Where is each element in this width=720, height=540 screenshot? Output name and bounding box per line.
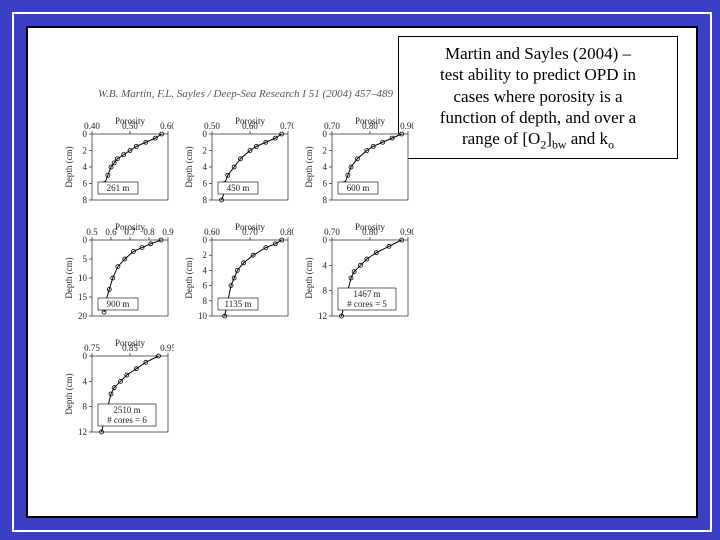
svg-text:900 m: 900 m [107, 299, 130, 309]
svg-text:0.80: 0.80 [280, 227, 294, 237]
porosity-panel-1: PorosityDepth (cm)0.400.500.6002468261 m [64, 114, 174, 214]
porosity-panel-4: PorosityDepth (cm)0.50.60.70.80.90510152… [64, 220, 174, 330]
svg-text:0.7: 0.7 [124, 227, 136, 237]
svg-text:0.70: 0.70 [242, 227, 258, 237]
svg-text:8: 8 [203, 296, 208, 306]
svg-text:5: 5 [83, 254, 88, 264]
svg-text:0.90: 0.90 [400, 121, 414, 131]
svg-text:8: 8 [323, 286, 328, 296]
svg-text:0: 0 [83, 129, 88, 139]
svg-text:0: 0 [203, 235, 208, 245]
svg-text:# cores = 5: # cores = 5 [347, 299, 387, 309]
svg-text:8: 8 [83, 402, 88, 412]
svg-text:Depth (cm): Depth (cm) [304, 257, 314, 298]
svg-text:0.70: 0.70 [280, 121, 294, 131]
svg-text:Depth (cm): Depth (cm) [64, 257, 74, 298]
svg-text:0: 0 [83, 351, 88, 361]
chart-row-2: PorosityDepth (cm)0.50.60.70.80.90510152… [64, 220, 434, 330]
svg-text:0.90: 0.90 [400, 227, 414, 237]
paper-citation: W.B. Martin, F.L. Sayles / Deep-Sea Rese… [98, 88, 393, 100]
porosity-panel-5: PorosityDepth (cm)0.600.700.800246810113… [184, 220, 294, 330]
porosity-panel-3: PorosityDepth (cm)0.700.800.9002468600 m [304, 114, 414, 214]
svg-text:450 m: 450 m [227, 183, 250, 193]
svg-text:8: 8 [323, 195, 328, 205]
svg-text:6: 6 [203, 281, 208, 291]
porosity-panel-2: PorosityDepth (cm)0.500.600.7002468450 m [184, 114, 294, 214]
svg-text:6: 6 [323, 179, 328, 189]
callout-line3: cases where porosity is a [453, 87, 622, 106]
svg-text:0.8: 0.8 [143, 227, 155, 237]
svg-text:4: 4 [83, 162, 88, 172]
svg-text:Depth (cm): Depth (cm) [64, 373, 74, 414]
svg-text:261 m: 261 m [107, 183, 130, 193]
svg-text:10: 10 [78, 273, 88, 283]
svg-text:1135 m: 1135 m [225, 299, 252, 309]
svg-text:15: 15 [78, 292, 88, 302]
svg-text:0.80: 0.80 [362, 227, 378, 237]
svg-text:1467 m: 1467 m [353, 289, 380, 299]
svg-text:2510 m: 2510 m [113, 405, 140, 415]
chart-row-3: PorosityDepth (cm)0.750.850.95048122510 … [64, 336, 434, 446]
svg-text:0: 0 [323, 235, 328, 245]
svg-text:4: 4 [323, 162, 328, 172]
svg-text:8: 8 [203, 195, 208, 205]
svg-text:20: 20 [78, 311, 88, 321]
svg-text:8: 8 [83, 195, 88, 205]
porosity-panel-6: PorosityDepth (cm)0.700.800.90048121467 … [304, 220, 414, 330]
svg-text:Depth (cm): Depth (cm) [64, 146, 74, 187]
callout-line2: test ability to predict OPD in [440, 65, 636, 84]
svg-text:2: 2 [83, 146, 88, 156]
svg-text:2: 2 [203, 146, 208, 156]
svg-text:4: 4 [323, 260, 328, 270]
svg-text:Depth (cm): Depth (cm) [304, 146, 314, 187]
svg-text:# cores = 6: # cores = 6 [107, 415, 147, 425]
svg-text:0.60: 0.60 [160, 121, 174, 131]
svg-text:0.6: 0.6 [105, 227, 117, 237]
outer-frame: Martin and Sayles (2004) – test ability … [12, 12, 712, 532]
svg-text:4: 4 [203, 265, 208, 275]
callout-line5: range of [O2]bw and ko [462, 129, 614, 148]
svg-text:0.60: 0.60 [242, 121, 258, 131]
svg-text:Depth (cm): Depth (cm) [184, 257, 194, 298]
svg-text:4: 4 [203, 162, 208, 172]
inner-card: Martin and Sayles (2004) – test ability … [26, 26, 698, 518]
svg-text:12: 12 [78, 427, 87, 437]
callout-box: Martin and Sayles (2004) – test ability … [398, 36, 678, 159]
svg-text:0.85: 0.85 [122, 343, 138, 353]
svg-text:0.5: 0.5 [86, 227, 98, 237]
svg-text:Depth (cm): Depth (cm) [184, 146, 194, 187]
svg-text:2: 2 [323, 146, 328, 156]
svg-text:12: 12 [318, 311, 327, 321]
svg-text:0: 0 [83, 235, 88, 245]
porosity-panel-7: PorosityDepth (cm)0.750.850.95048122510 … [64, 336, 174, 446]
svg-text:6: 6 [203, 179, 208, 189]
svg-text:10: 10 [198, 311, 208, 321]
svg-text:0.9: 0.9 [162, 227, 174, 237]
svg-text:600 m: 600 m [347, 183, 370, 193]
svg-text:2: 2 [203, 250, 208, 260]
svg-text:4: 4 [83, 376, 88, 386]
svg-text:6: 6 [83, 179, 88, 189]
svg-text:0.95: 0.95 [160, 343, 174, 353]
svg-text:0.50: 0.50 [122, 121, 138, 131]
callout-line1: Martin and Sayles (2004) – [445, 44, 631, 63]
svg-text:0: 0 [323, 129, 328, 139]
chart-row-1: PorosityDepth (cm)0.400.500.6002468261 m… [64, 114, 434, 214]
callout-line4: function of depth, and over a [440, 108, 636, 127]
chart-grid: PorosityDepth (cm)0.400.500.6002468261 m… [64, 114, 434, 452]
svg-text:0: 0 [203, 129, 208, 139]
svg-text:0.80: 0.80 [362, 121, 378, 131]
